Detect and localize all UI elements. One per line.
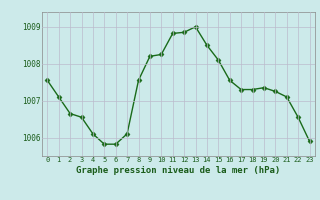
X-axis label: Graphe pression niveau de la mer (hPa): Graphe pression niveau de la mer (hPa) bbox=[76, 166, 281, 175]
